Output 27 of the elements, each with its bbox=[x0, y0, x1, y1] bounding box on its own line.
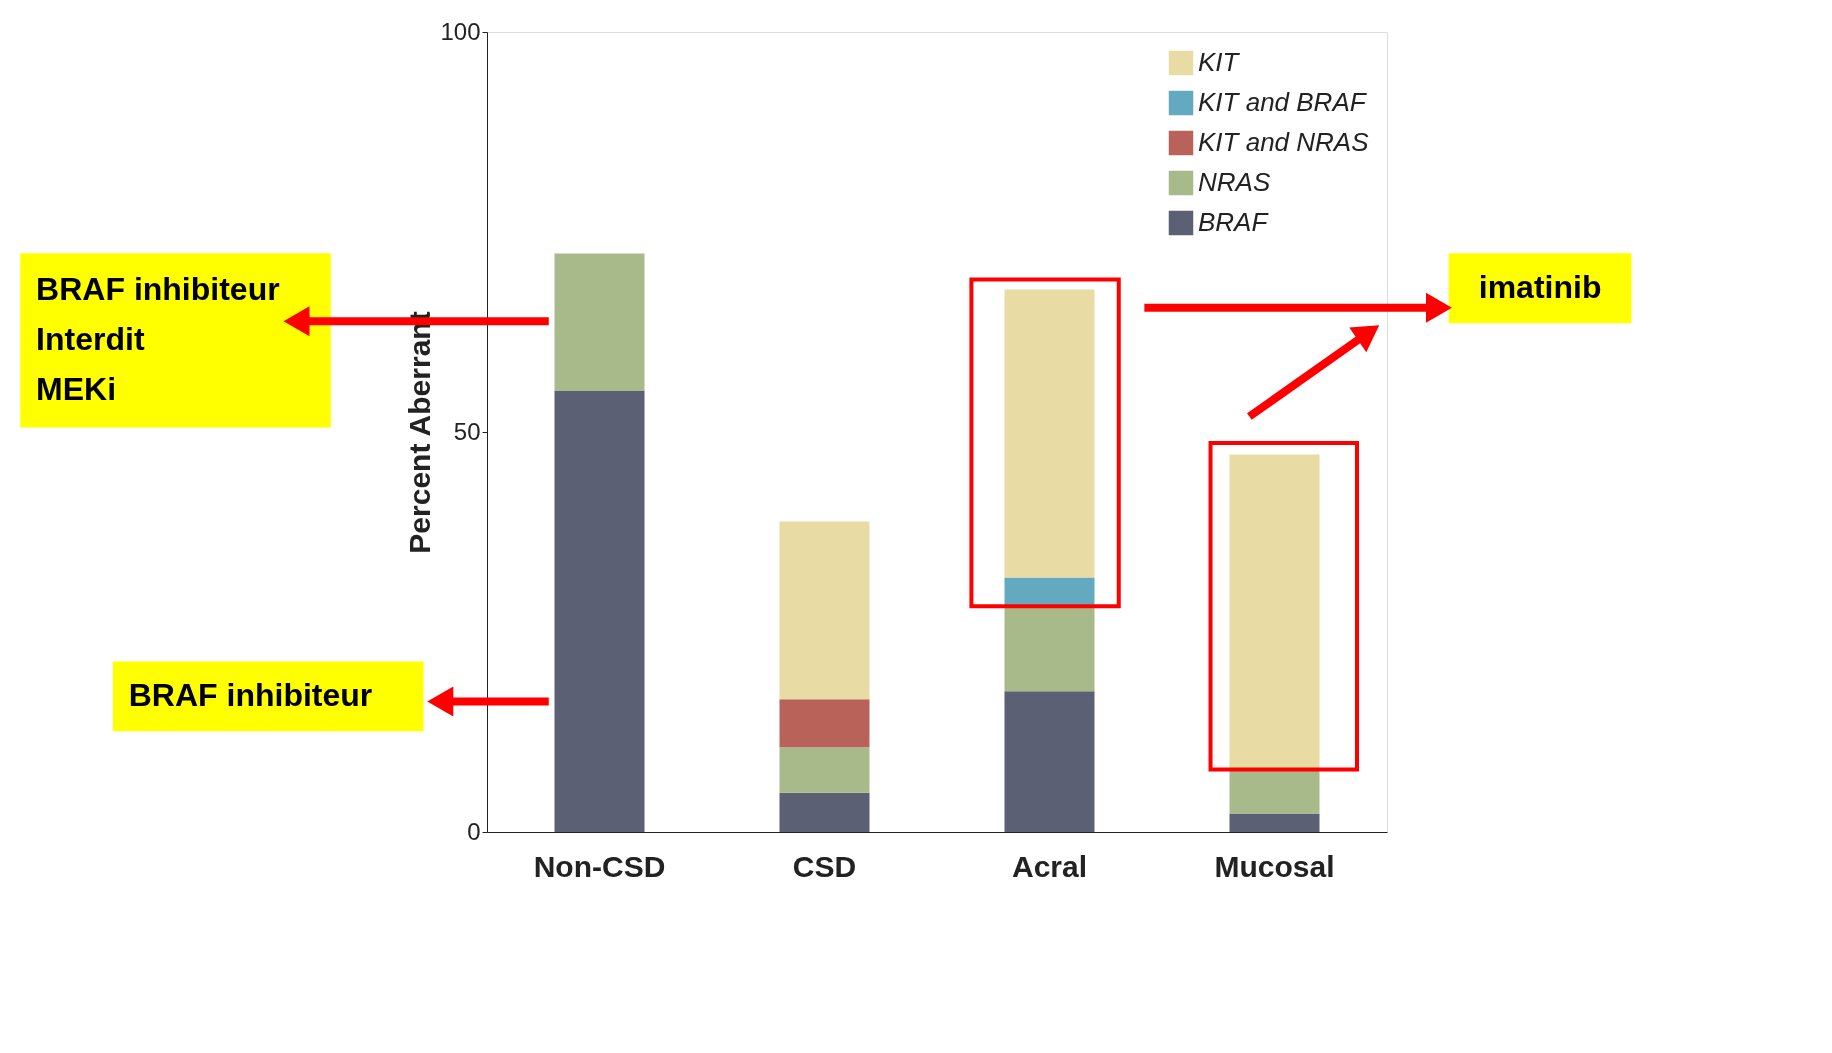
bar bbox=[779, 747, 870, 793]
x-tick-label: CSD bbox=[792, 849, 857, 883]
legend-label: KIT and BRAF bbox=[1198, 87, 1368, 117]
y-axis-title: Percent Aberrant bbox=[403, 311, 437, 554]
bar bbox=[779, 792, 870, 832]
bar bbox=[554, 253, 645, 391]
text: BRAF inhibiteur Interdit MEKi bbox=[36, 271, 280, 408]
bar bbox=[779, 699, 870, 748]
x-tick-label: Mucosal bbox=[1214, 849, 1335, 883]
y-tick-label: 0 bbox=[467, 817, 481, 845]
bar bbox=[1004, 691, 1095, 832]
legend-label: BRAF bbox=[1198, 207, 1270, 237]
bar bbox=[779, 521, 870, 700]
legend-label: KIT bbox=[1198, 47, 1241, 77]
bar bbox=[1004, 577, 1095, 607]
bar bbox=[554, 390, 645, 832]
bar bbox=[1004, 606, 1095, 692]
legend-label: NRAS bbox=[1198, 167, 1271, 197]
x-tick-label: Non-CSD bbox=[533, 849, 666, 883]
y-tick-label: 100 bbox=[440, 17, 481, 45]
y-tick-label: 50 bbox=[453, 417, 481, 445]
x-tick-label: Acral bbox=[1011, 849, 1088, 883]
legend-label: KIT and NRAS bbox=[1198, 127, 1370, 157]
text: imatinib bbox=[1478, 269, 1602, 306]
bar bbox=[1229, 768, 1320, 814]
text: BRAF inhibiteur bbox=[128, 677, 373, 714]
bar bbox=[1229, 813, 1320, 832]
